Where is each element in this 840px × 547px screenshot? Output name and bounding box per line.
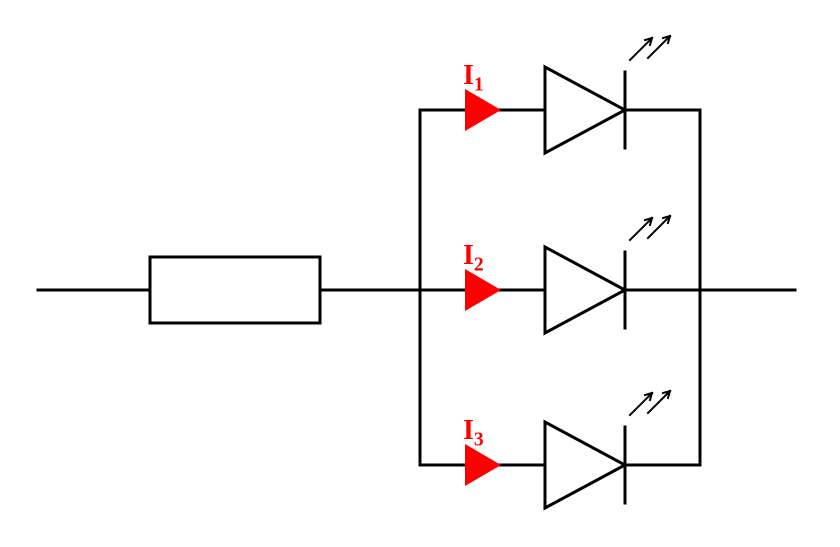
current-label-i2: I2 (463, 240, 484, 277)
current-label-i3: I3 (463, 415, 484, 452)
current-label-i1: I1 (463, 60, 484, 97)
circuit-diagram (0, 0, 840, 547)
